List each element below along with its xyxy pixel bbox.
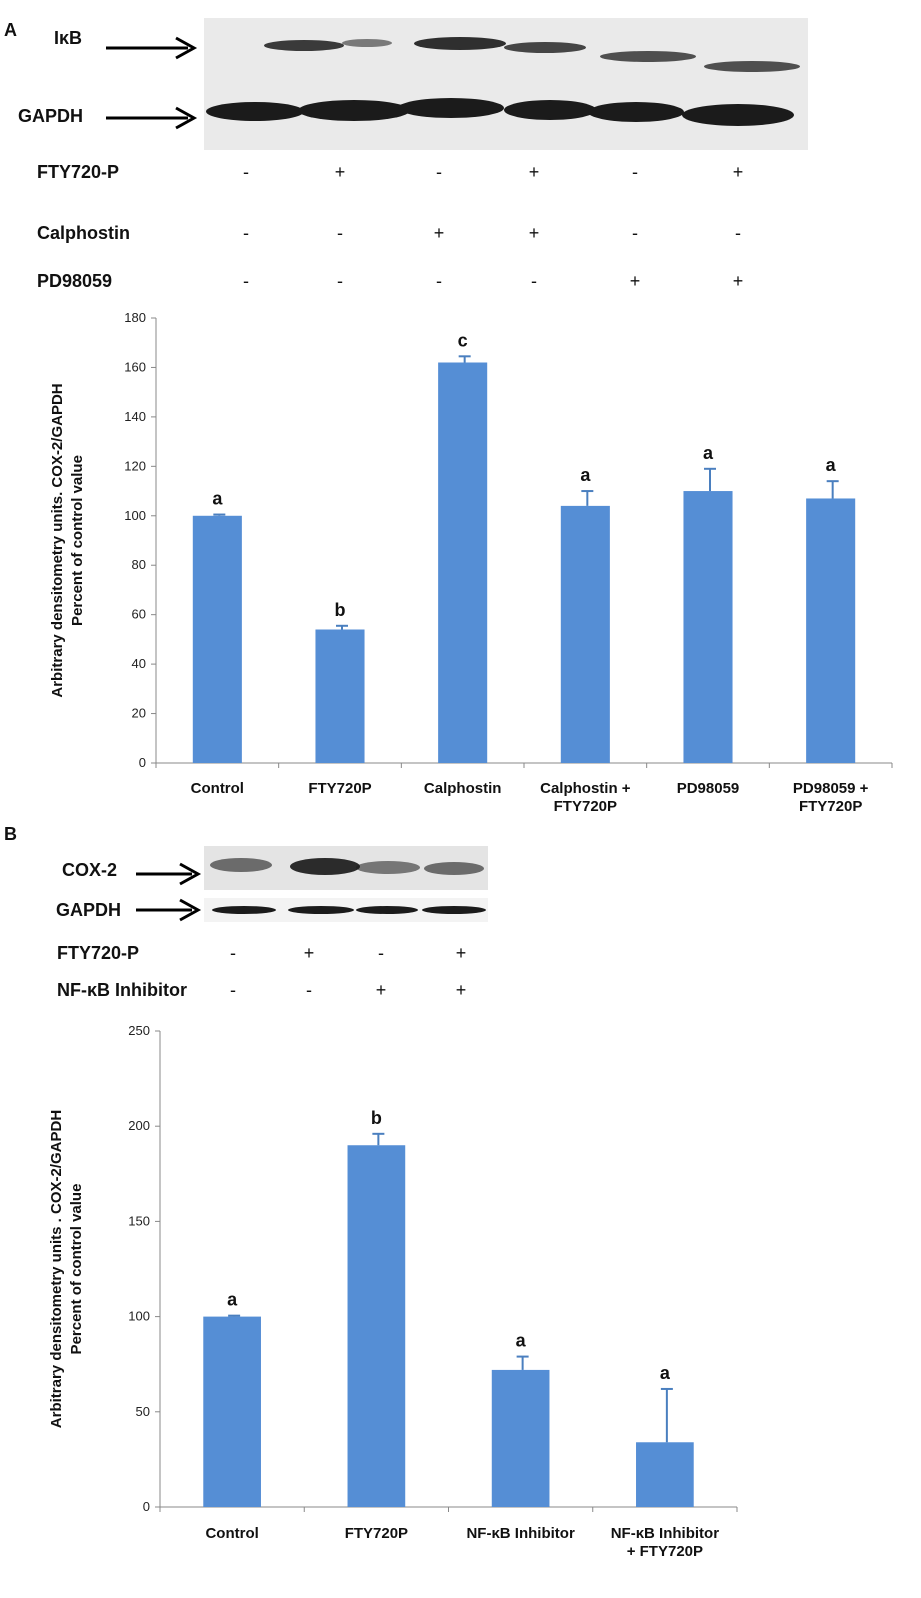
significance-label: c	[458, 330, 468, 350]
category-label: FTY720P	[345, 1525, 408, 1542]
bar-chart-a: 0 20 40 60 80 100 120 140 160 180 a Control b FTY720P…	[49, 310, 893, 815]
y-tick-label: 100	[124, 508, 146, 523]
arrow-icon	[106, 36, 198, 60]
sign-fty-lane4: +	[528, 162, 540, 182]
y-axis-label: Percent of control value	[68, 1184, 85, 1355]
y-tick-label: 200	[128, 1118, 150, 1133]
category-label: PD98059	[677, 780, 740, 797]
y-tick-label: 180	[124, 310, 146, 325]
y-tick-label: 20	[132, 706, 146, 721]
significance-label: a	[227, 1290, 238, 1310]
sign-fty-b-lane4: +	[455, 943, 467, 963]
sign-fty-lane3: -	[436, 162, 442, 182]
western-blot-panel-a	[204, 18, 808, 150]
blot-label-gapdh: GAPDH	[18, 106, 84, 126]
sign-fty-lane1: -	[243, 162, 249, 182]
blot-label-cox2: COX-2	[62, 860, 118, 880]
blot-label-ikb: IκB	[54, 28, 83, 48]
bar-chart-b: 0 50 100 150 200 250 a Control b FTY720P a NF-κB In…	[48, 1023, 738, 1560]
sign-pd-lane5: +	[629, 271, 641, 291]
category-label: NF-κB Inhibitor	[466, 1525, 575, 1542]
treatment-label-calphostin: Calphostin	[37, 223, 130, 243]
y-tick-label: 60	[132, 607, 146, 622]
sign-calph-lane5: -	[632, 223, 638, 243]
y-tick-label: 0	[143, 1499, 150, 1514]
category-label: Control	[191, 780, 244, 797]
arrow-icon	[136, 862, 202, 886]
category-label: + FTY720P	[627, 1543, 703, 1560]
sign-nfkb-lane1: -	[230, 980, 236, 1000]
bar	[203, 1316, 261, 1507]
arrow-icon	[106, 106, 198, 130]
sign-fty-b-lane2: +	[303, 943, 315, 963]
category-label: FTY720P	[308, 780, 371, 797]
treatment-label-nfkb: NF-κB Inhibitor	[57, 980, 188, 1000]
sign-fty-lane6: +	[732, 162, 744, 182]
sign-fty-lane2: +	[334, 162, 346, 182]
y-tick-label: 140	[124, 409, 146, 424]
panel-a-letter: A	[4, 20, 17, 40]
y-tick-label: 80	[132, 557, 146, 572]
sign-fty-lane5: -	[632, 162, 638, 182]
sign-calph-lane1: -	[243, 223, 249, 243]
sign-pd-lane2: -	[337, 271, 343, 291]
bar	[438, 362, 488, 763]
category-label: FTY720P	[554, 798, 617, 815]
sign-pd-lane3: -	[436, 271, 442, 291]
significance-label: a	[212, 489, 223, 509]
bar	[560, 505, 610, 763]
y-tick-label: 0	[139, 755, 146, 770]
sign-fty-b-lane1: -	[230, 943, 236, 963]
sign-nfkb-lane2: -	[306, 980, 312, 1000]
treatment-label-pd98059: PD98059	[37, 271, 113, 291]
significance-label: a	[516, 1331, 527, 1351]
sign-pd-lane1: -	[243, 271, 249, 291]
treatment-label-fty720p-b: FTY720-P	[57, 943, 140, 963]
western-blot-cox2	[204, 846, 488, 890]
category-label: NF-κB Inhibitor	[611, 1525, 720, 1542]
treatment-label-fty720p: FTY720-P	[37, 162, 120, 182]
y-axis-label: Arbitrary densitometry units . COX-2/GAP…	[48, 1110, 65, 1428]
y-axis-label: Percent of control value	[69, 455, 86, 626]
sign-calph-lane3: +	[433, 223, 445, 243]
y-tick-label: 160	[124, 359, 146, 374]
y-tick-label: 40	[132, 656, 146, 671]
y-tick-label: 120	[124, 458, 146, 473]
y-axis-label: Arbitrary densitometry units. COX-2/GAPD…	[49, 383, 66, 697]
sign-nfkb-lane3: +	[375, 980, 387, 1000]
sign-calph-lane4: +	[528, 223, 540, 243]
significance-label: b	[335, 600, 346, 620]
category-label: PD98059 +	[793, 780, 869, 797]
bar	[806, 498, 856, 763]
significance-label: a	[580, 465, 591, 485]
bar	[491, 1369, 550, 1507]
western-blot-gapdh-b	[204, 898, 488, 922]
sign-calph-lane6: -	[735, 223, 741, 243]
blot-label-gapdh-b: GAPDH	[56, 900, 122, 920]
bar	[636, 1442, 694, 1507]
sign-nfkb-lane4: +	[455, 980, 467, 1000]
significance-label: b	[371, 1108, 382, 1128]
category-label: Calphostin +	[540, 780, 631, 797]
sign-pd-lane4: -	[531, 271, 537, 291]
bar	[347, 1145, 406, 1507]
sign-calph-lane2: -	[337, 223, 343, 243]
y-tick-label: 100	[128, 1309, 150, 1324]
arrow-icon	[136, 898, 202, 922]
panel-b-letter: B	[4, 824, 17, 844]
y-tick-label: 50	[136, 1404, 150, 1419]
bar	[683, 491, 733, 763]
y-tick-label: 150	[128, 1213, 150, 1228]
bar	[192, 515, 242, 763]
category-label: Calphostin	[424, 780, 502, 797]
bar	[315, 629, 365, 763]
significance-label: a	[826, 455, 837, 475]
sign-fty-b-lane3: -	[378, 943, 384, 963]
significance-label: a	[703, 443, 714, 463]
sign-pd-lane6: +	[732, 271, 744, 291]
category-label: FTY720P	[799, 798, 862, 815]
y-tick-label: 250	[128, 1023, 150, 1038]
category-label: Control	[205, 1525, 258, 1542]
significance-label: a	[660, 1363, 671, 1383]
